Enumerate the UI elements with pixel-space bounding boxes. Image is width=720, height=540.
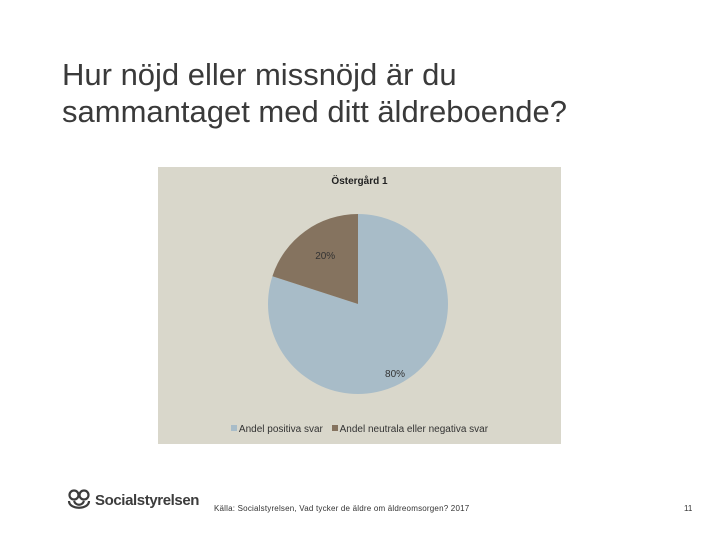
slide-title-line-1: Hur nöjd eller missnöjd är du bbox=[62, 57, 457, 92]
chart-title: Östergård 1 bbox=[331, 176, 388, 187]
legend-item-neutral-negative: Andel neutrala eller negativa svar bbox=[331, 424, 489, 435]
page-number: 11 bbox=[684, 504, 693, 513]
pie-chart: 80% 20% bbox=[268, 214, 448, 394]
slide-title: Hur nöjd eller missnöjd är du sammantage… bbox=[62, 56, 682, 130]
source-note: Källa: Socialstyrelsen, Vad tycker de äl… bbox=[214, 504, 470, 513]
socialstyrelsen-logo-icon bbox=[67, 489, 91, 509]
chart-legend: Andel positiva svar Andel neutrala eller… bbox=[158, 424, 561, 435]
logo-text: Socialstyrelsen bbox=[95, 491, 200, 509]
pie-data-label-0: 80% bbox=[385, 369, 405, 380]
slide-title-line-2: sammantaget med ditt äldreboende? bbox=[62, 94, 567, 129]
socialstyrelsen-logo: Socialstyrelsen bbox=[66, 487, 199, 513]
legend-swatch-positive bbox=[230, 425, 237, 431]
legend-item-positive: Andel positiva svar bbox=[230, 424, 323, 435]
legend-label-positive: Andel positiva svar bbox=[238, 424, 323, 435]
legend-label-neutral-negative: Andel neutrala eller negativa svar bbox=[339, 424, 489, 435]
legend-swatch-neutral-negative bbox=[331, 425, 338, 431]
pie-slice-1 bbox=[272, 214, 358, 304]
pie-data-label-1: 20% bbox=[315, 251, 335, 262]
chart-panel: Östergård 1 80% 20% Andel positiva svar A… bbox=[158, 167, 561, 444]
